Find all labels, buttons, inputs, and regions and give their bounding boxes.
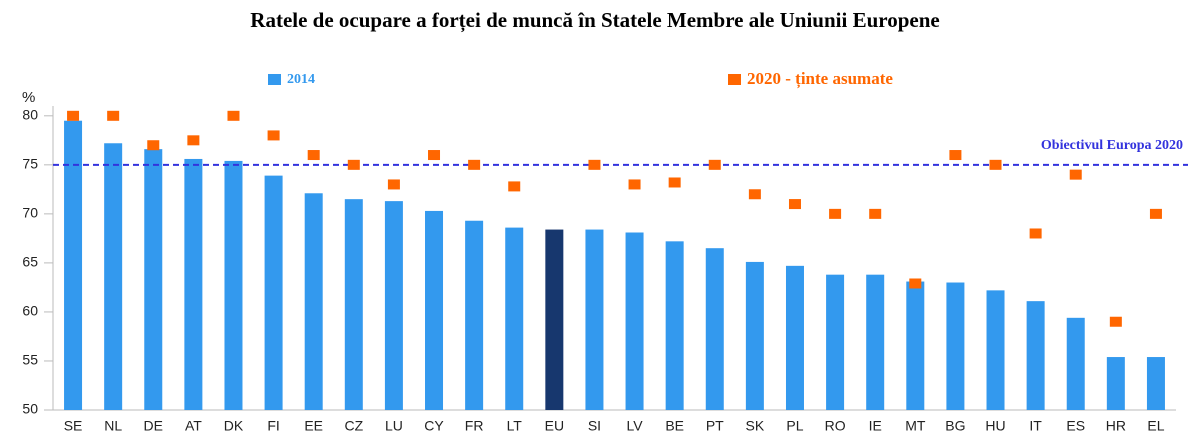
bar: [946, 282, 965, 410]
x-tick-label: NL: [104, 418, 122, 434]
y-tick-label: 50: [22, 401, 38, 417]
legend-swatch: [728, 74, 741, 85]
y-tick-label: 65: [22, 254, 38, 270]
bar: [1106, 357, 1125, 410]
bar: [505, 227, 524, 410]
target-marker: [708, 159, 721, 170]
y-tick-label: 60: [22, 303, 38, 319]
x-tick-label: LU: [385, 418, 403, 434]
y-axis-label: %: [22, 89, 35, 106]
target-marker: [748, 189, 761, 200]
x-tick-label: IT: [1029, 418, 1042, 434]
target-marker: [829, 208, 842, 219]
target-marker: [588, 159, 601, 170]
x-tick-label: IE: [869, 418, 882, 434]
target-marker: [387, 179, 400, 190]
x-tick-label: MT: [905, 418, 926, 434]
target-marker: [227, 110, 240, 121]
x-tick-label: RO: [825, 418, 846, 434]
bar: [625, 232, 644, 410]
reference-label: Obiectivul Europa 2020: [1041, 138, 1183, 153]
target-marker: [147, 140, 160, 151]
bar: [104, 143, 123, 410]
target-marker: [1149, 208, 1162, 219]
bar: [344, 199, 363, 410]
x-tick-label: EL: [1147, 418, 1164, 434]
target-marker: [347, 159, 360, 170]
x-tick-label: LT: [507, 418, 523, 434]
legend-label: 2020 - ținte asumate: [747, 69, 893, 89]
x-tick-label: AT: [185, 418, 202, 434]
bar: [866, 274, 885, 410]
x-tick-label: EE: [304, 418, 323, 434]
bar: [1026, 301, 1045, 410]
bar: [705, 248, 724, 410]
bar: [665, 241, 684, 410]
target-marker: [989, 159, 1002, 170]
bar: [1146, 357, 1165, 410]
bar: [745, 261, 764, 410]
bar: [986, 290, 1005, 410]
target-marker: [1029, 228, 1042, 239]
bar: [304, 193, 323, 410]
chart-title: Ratele de ocupare a forței de muncă în S…: [250, 8, 939, 33]
target-marker: [949, 150, 962, 161]
y-tick-label: 75: [22, 156, 38, 172]
x-tick-label: PT: [706, 418, 724, 434]
target-marker: [628, 179, 641, 190]
y-tick-label: 80: [22, 107, 38, 123]
x-tick-label: BE: [665, 418, 684, 434]
x-tick-label: LV: [627, 418, 644, 434]
y-tick-label: 70: [22, 205, 38, 221]
x-tick-label: ES: [1066, 418, 1085, 434]
bar: [785, 265, 804, 410]
x-tick-label: SK: [746, 418, 765, 434]
x-tick-label: CY: [424, 418, 444, 434]
bar: [585, 229, 604, 410]
target-marker: [1069, 169, 1082, 180]
x-tick-label: EU: [545, 418, 564, 434]
target-marker: [307, 150, 320, 161]
legend-swatch: [268, 74, 281, 85]
x-tick-label: FI: [267, 418, 279, 434]
x-tick-label: CZ: [344, 418, 363, 434]
x-tick-label: BG: [945, 418, 965, 434]
x-tick-label: PL: [786, 418, 803, 434]
target-marker: [187, 135, 200, 146]
bar: [264, 175, 283, 410]
target-marker: [668, 177, 681, 188]
legend-label: 2014: [287, 72, 315, 87]
bar: [144, 149, 163, 411]
bar: [384, 201, 403, 410]
target-marker: [468, 159, 481, 170]
target-marker: [788, 199, 801, 210]
bar: [465, 220, 484, 410]
target-marker: [107, 110, 120, 121]
target-marker: [67, 110, 80, 121]
bar: [184, 158, 203, 410]
bar: [64, 120, 83, 410]
bar: [224, 160, 243, 410]
y-tick-label: 55: [22, 352, 38, 368]
bar: [826, 274, 845, 410]
bar: [545, 229, 564, 410]
bar: [1066, 317, 1085, 410]
x-tick-label: SE: [64, 418, 83, 434]
bar: [906, 281, 925, 410]
target-marker: [267, 130, 280, 141]
x-tick-label: HR: [1106, 418, 1126, 434]
target-marker: [508, 181, 521, 192]
target-marker: [1109, 316, 1122, 327]
target-marker: [909, 278, 922, 289]
x-tick-label: FR: [465, 418, 484, 434]
target-marker: [869, 208, 882, 219]
target-marker: [428, 150, 441, 161]
x-tick-label: DK: [224, 418, 244, 434]
bar: [425, 210, 444, 410]
x-tick-label: DE: [144, 418, 163, 434]
x-tick-label: HU: [985, 418, 1005, 434]
x-tick-label: SI: [588, 418, 601, 434]
